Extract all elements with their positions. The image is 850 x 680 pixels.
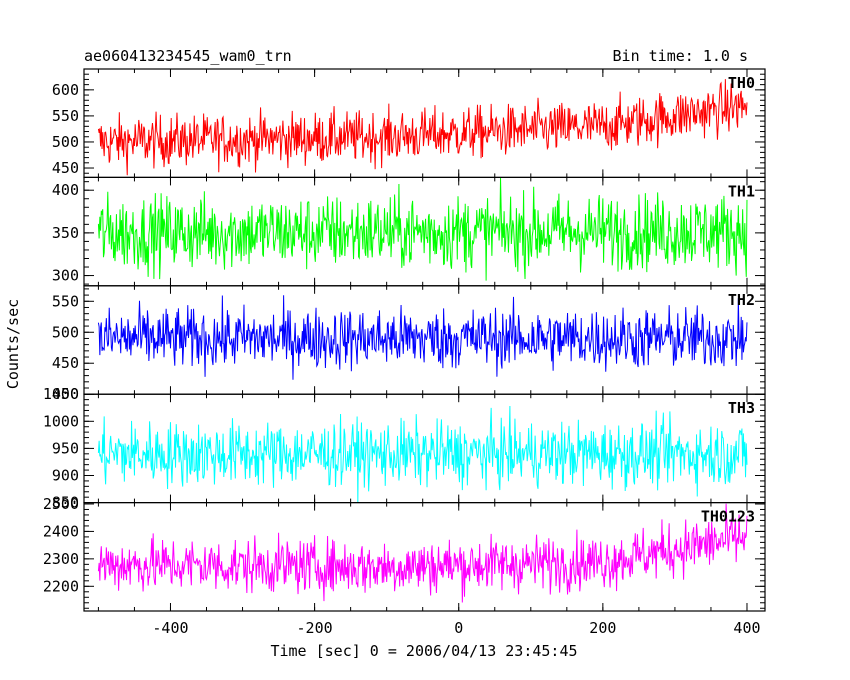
y-tick-label: 950	[52, 439, 79, 457]
panel-th1: 300 350 400 TH1	[52, 176, 766, 287]
y-tick-label: 300	[52, 267, 79, 285]
panel-name-label: TH0123	[701, 508, 755, 526]
series-line-th1	[97, 177, 748, 281]
panel-frame	[83, 502, 766, 612]
y-tick-label: 450	[52, 159, 79, 177]
y-tick-label: 400	[52, 385, 79, 403]
x-tick-label: 0	[454, 619, 463, 637]
y-tick-label: 850	[52, 494, 79, 512]
panel-name-label: TH2	[728, 291, 755, 309]
y-axis-label: Counts/sec	[4, 299, 22, 389]
panel-th2: 400 450 500 550 TH2	[52, 285, 766, 403]
chart-title: ae060413234545_wam0_trn	[84, 47, 292, 65]
panel-name-label: TH3	[728, 399, 755, 417]
y-tick-label: 450	[52, 354, 79, 372]
panels-group: 450 500 550 600 TH0 300 350 400 TH1 400 450 500 550 T…	[43, 68, 766, 612]
panel-th0123: 2200 2300 2400 2500 TH0123	[43, 495, 766, 612]
y-tick-label: 2200	[43, 577, 79, 595]
series-line-th2	[97, 295, 748, 380]
y-tick-label: 1000	[43, 412, 79, 430]
y-tick-label: 550	[52, 292, 79, 310]
panel-name-label: TH0	[728, 74, 755, 92]
y-tick-label: 2500	[43, 495, 79, 513]
series-line-th0	[97, 79, 748, 176]
panel-th3: 850 900 950 1000 1050 TH3	[43, 385, 766, 512]
x-tick-label: 400	[733, 619, 760, 637]
series-line-th0123	[97, 503, 748, 603]
x-axis-label: Time [sec] 0 = 2006/04/13 23:45:45	[270, 642, 577, 660]
panel-th0: 450 500 550 600 TH0	[52, 68, 766, 179]
y-tick-label: 400	[52, 181, 79, 199]
y-tick-label: 900	[52, 467, 79, 485]
x-tick-label: 200	[589, 619, 616, 637]
y-tick-label: 1050	[43, 385, 79, 403]
bin-time-label: Bin time: 1.0 s	[613, 47, 748, 65]
x-tick-label: -400	[152, 619, 188, 637]
y-tick-label: 600	[52, 81, 79, 99]
y-tick-label: 2400	[43, 522, 79, 540]
series-line-th3	[97, 406, 748, 503]
panel-name-label: TH1	[728, 182, 755, 200]
y-tick-label: 550	[52, 107, 79, 125]
y-tick-label: 500	[52, 323, 79, 341]
y-tick-label: 350	[52, 224, 79, 242]
y-tick-label: 500	[52, 133, 79, 151]
x-tick-label: -200	[297, 619, 333, 637]
y-tick-label: 2300	[43, 550, 79, 568]
x-axis: -400 -200 0 200 400	[152, 619, 760, 637]
